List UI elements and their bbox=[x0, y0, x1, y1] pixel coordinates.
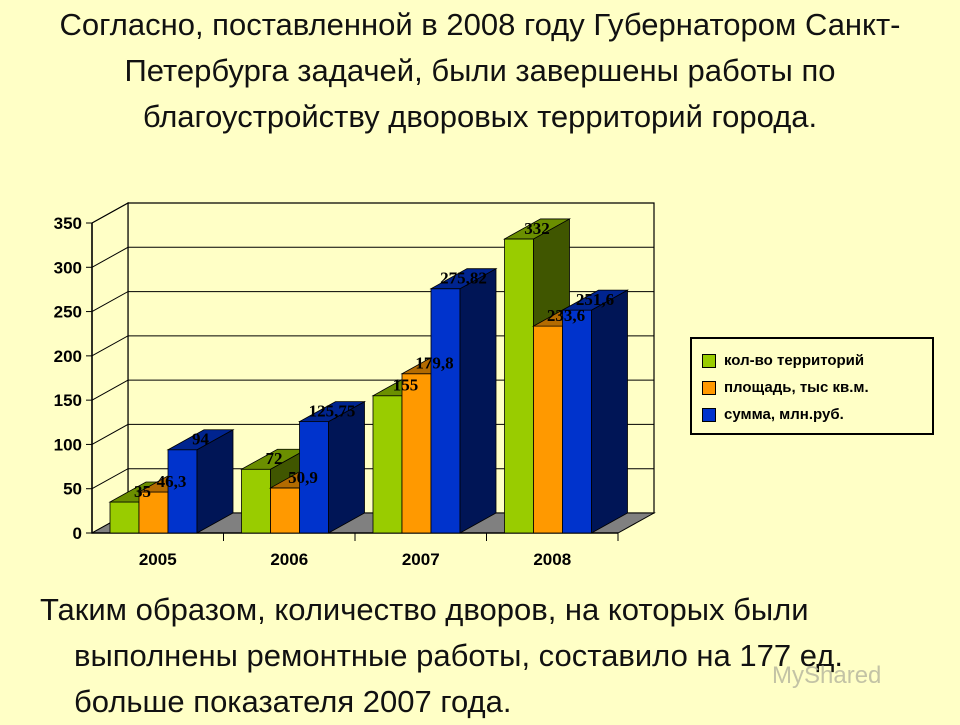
bar-front bbox=[270, 487, 300, 534]
y-tick-label: 0 bbox=[73, 524, 82, 543]
bar bbox=[166, 429, 235, 534]
legend-swatch bbox=[702, 353, 716, 368]
bar-front bbox=[241, 468, 271, 534]
legend-swatch bbox=[702, 380, 716, 395]
data-label: 251,6 bbox=[576, 290, 614, 309]
data-label: 50,9 bbox=[288, 468, 318, 487]
watermark: MyShared bbox=[772, 662, 882, 689]
data-label: 72 bbox=[266, 449, 283, 468]
legend-label: кол-во территорий bbox=[724, 352, 865, 369]
bar-top bbox=[297, 401, 367, 423]
bar bbox=[429, 268, 498, 534]
category-label: 2008 bbox=[533, 550, 571, 569]
data-label: 35 bbox=[134, 482, 151, 501]
x-axis-category-labels: 2005 2006 2007 2008 bbox=[139, 550, 571, 569]
bar-front bbox=[504, 238, 534, 534]
gridline bbox=[91, 246, 654, 268]
y-tick-label: 200 bbox=[54, 347, 82, 366]
bar-front bbox=[562, 309, 592, 534]
chart-legend: кол-во территорий площадь, тыс кв.м. сум… bbox=[690, 337, 934, 435]
bar bbox=[297, 400, 367, 534]
bar-top bbox=[560, 289, 630, 311]
data-label: 155 bbox=[393, 376, 419, 395]
data-label: 233,6 bbox=[547, 306, 585, 325]
data-label: 179,8 bbox=[415, 354, 453, 373]
slide-title: Согласно, поставленной в 2008 году Губер… bbox=[59, 7, 901, 134]
legend-label: сумма, млн.руб. bbox=[724, 406, 844, 423]
category-label: 2005 bbox=[139, 550, 177, 569]
category-label: 2007 bbox=[402, 550, 440, 569]
bar-side bbox=[328, 400, 365, 534]
chart-side-wall bbox=[91, 201, 129, 535]
legend-item-sum: сумма, млн.руб. bbox=[702, 401, 932, 428]
bar-top bbox=[166, 429, 235, 451]
data-label: 46,3 bbox=[157, 472, 187, 491]
gridline bbox=[91, 202, 654, 224]
y-tick-label: 350 bbox=[54, 214, 82, 233]
bar-top bbox=[502, 218, 572, 240]
bar-front bbox=[109, 501, 140, 534]
data-labels: 35 46,3 94 72 50,9 125,75 155 179,8 275,82 332 233… bbox=[134, 219, 614, 501]
y-tick-label: 300 bbox=[54, 258, 82, 277]
y-axis-tick-labels: 0 50 100 150 200 250 300 350 bbox=[54, 214, 82, 543]
bar-front bbox=[299, 421, 329, 534]
bar-front bbox=[138, 491, 169, 534]
data-label: 275,82 bbox=[440, 269, 487, 288]
y-tick-label: 100 bbox=[54, 435, 82, 454]
bar-front bbox=[167, 449, 198, 534]
legend-swatch bbox=[702, 407, 716, 422]
bar-top bbox=[429, 268, 498, 290]
bar-side bbox=[459, 268, 497, 534]
legend-item-area: площадь, тыс кв.м. bbox=[702, 374, 932, 401]
slide-footer-text: Таким образом, количество дворов, на кот… bbox=[40, 592, 843, 719]
bar-front bbox=[430, 288, 461, 534]
bar-side bbox=[591, 289, 628, 534]
category-label: 2006 bbox=[270, 550, 308, 569]
y-tick-label: 250 bbox=[54, 303, 82, 322]
bar-front bbox=[533, 325, 563, 534]
bar bbox=[560, 289, 630, 534]
bar-front bbox=[372, 395, 403, 534]
legend-item-territories: кол-во территорий bbox=[702, 347, 932, 374]
data-label: 94 bbox=[192, 430, 210, 449]
chart-bars bbox=[108, 218, 630, 534]
y-tick-label: 150 bbox=[54, 391, 82, 410]
data-label: 125,75 bbox=[309, 402, 356, 421]
y-tick-label: 50 bbox=[63, 480, 82, 499]
bar-front bbox=[401, 373, 432, 534]
data-label: 332 bbox=[524, 219, 550, 238]
legend-label: площадь, тыс кв.м. bbox=[724, 379, 869, 396]
